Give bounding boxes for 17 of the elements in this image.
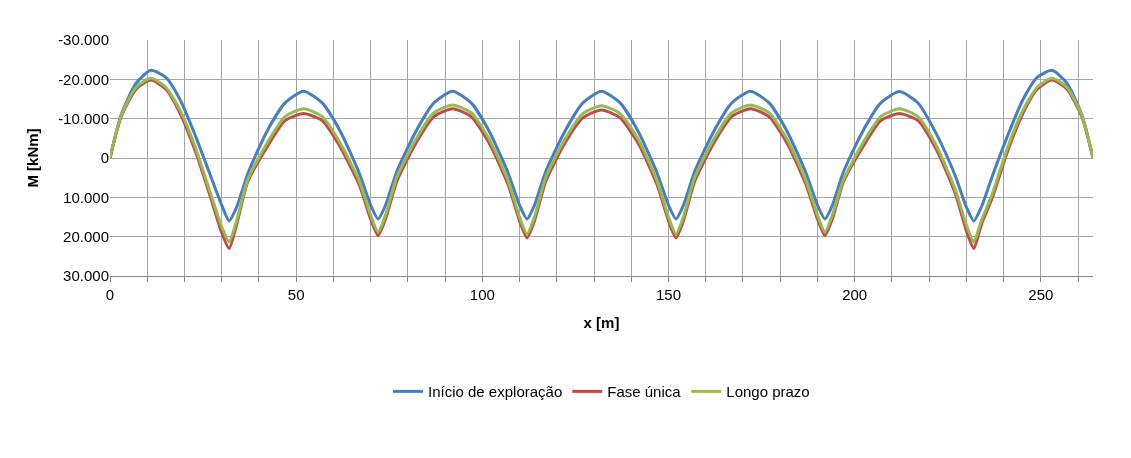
- y-tick-label: -30.000: [58, 31, 109, 49]
- y-tick-label: 10.000: [63, 188, 109, 206]
- x-tick-label: 250: [1028, 286, 1054, 303]
- x-axis-title: x [m]: [583, 314, 620, 331]
- y-tick-label: 30.000: [63, 267, 109, 285]
- y-tick-label: 20.000: [63, 227, 109, 245]
- legend-label: Longo prazo: [726, 383, 810, 401]
- legend-label: Início de exploração: [428, 383, 563, 401]
- x-tick-label: 100: [469, 286, 495, 303]
- y-tick-label: 0: [100, 149, 109, 167]
- x-tick-label: 50: [287, 286, 305, 303]
- y-tick-label: -10.000: [58, 109, 109, 127]
- y-axis-title: M [kNm]: [24, 128, 42, 188]
- legend-label: Fase única: [607, 383, 682, 401]
- x-tick-label: 150: [656, 286, 682, 303]
- x-tick-label: 200: [842, 286, 868, 303]
- y-tick-label: -20.000: [58, 70, 109, 88]
